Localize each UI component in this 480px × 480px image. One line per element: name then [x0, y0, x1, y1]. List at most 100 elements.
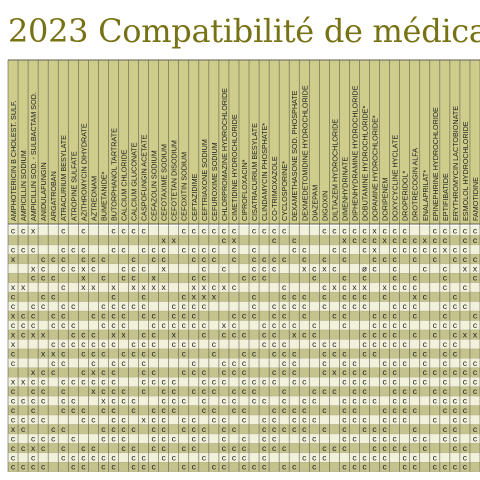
compatibility-mark: c — [292, 367, 297, 377]
compatibility-mark: c — [41, 292, 46, 302]
compatibility-mark: c — [372, 235, 377, 245]
compatibility-mark: c — [322, 292, 327, 302]
drug-column-label: AZITHROMYCIN DIHYDRATE — [79, 123, 88, 221]
compatibility-mark: c — [362, 452, 367, 462]
compatibility-mark: c — [252, 273, 257, 283]
compatibility-mark: c — [101, 462, 106, 472]
compatibility-mark: c — [41, 301, 46, 311]
compatibility-mark: c — [131, 339, 136, 349]
compatibility-mark: c — [473, 235, 478, 245]
drug-column-label: CLINDAMYCIN PHOSPHATE* — [260, 123, 269, 221]
compatibility-mark: c — [372, 329, 377, 339]
compatibility-mark: c — [232, 386, 237, 396]
compatibility-mark: x — [111, 282, 116, 292]
compatibility-mark: c — [393, 339, 398, 349]
compatibility-mark: c — [423, 433, 428, 443]
compatibility-mark: c — [41, 263, 46, 273]
compatibility-mark: x — [322, 263, 327, 273]
compatibility-mark: c — [162, 433, 167, 443]
compatibility-mark: c — [21, 424, 26, 434]
compatibility-mark: c — [433, 386, 438, 396]
compatibility-mark: c — [252, 244, 257, 254]
compatibility-mark: c — [372, 443, 377, 453]
compatibility-mark: c — [162, 452, 167, 462]
compatibility-mark: c — [302, 301, 307, 311]
drug-column-label: CALCIUM GLUCONATE — [130, 142, 139, 221]
row-band — [8, 377, 480, 387]
compatibility-mark: x — [463, 329, 468, 339]
compatibility-mark: c — [262, 254, 267, 264]
compatibility-mark: c — [382, 414, 387, 424]
compatibility-mark: c — [121, 301, 126, 311]
compatibility-mark: c — [272, 414, 277, 424]
compatibility-mark: c — [31, 405, 36, 415]
compatibility-mark: c — [101, 452, 106, 462]
compatibility-mark: c — [453, 396, 458, 406]
compatibility-mark: c — [272, 424, 277, 434]
compatibility-mark: c — [111, 244, 116, 254]
compatibility-mark: c — [393, 254, 398, 264]
row-band — [8, 263, 480, 274]
compatibility-mark: x — [31, 329, 36, 339]
compatibility-mark: c — [192, 311, 197, 321]
compatibility-mark: c — [61, 443, 66, 453]
compatibility-mark: c — [443, 273, 448, 283]
compatibility-mark: c — [151, 443, 156, 453]
compatibility-mark: c — [141, 292, 146, 302]
compatibility-mark: c — [352, 452, 357, 462]
drug-column-label: DORIPENEM — [381, 177, 390, 221]
drug-column-label: CYCLOSPORINE* — [280, 161, 289, 221]
compatibility-mark: c — [131, 348, 136, 358]
compatibility-mark: c — [212, 377, 217, 387]
compatibility-mark: c — [443, 282, 448, 292]
compatibility-mark: c — [272, 348, 277, 358]
compatibility-mark: c — [141, 311, 146, 321]
compatibility-mark: c — [312, 386, 317, 396]
compatibility-mark: c — [151, 424, 156, 434]
compatibility-mark: c — [222, 443, 227, 453]
compatibility-mark: c — [131, 225, 136, 235]
compatibility-mark: ø — [362, 263, 367, 273]
compatibility-mark: c — [382, 320, 387, 330]
compatibility-mark: c — [272, 254, 277, 264]
compatibility-mark: c — [11, 301, 16, 311]
compatibility-mark: c — [282, 367, 287, 377]
compatibility-mark: c — [141, 339, 146, 349]
compatibility-mark: c — [202, 273, 207, 283]
compatibility-mark: c — [292, 424, 297, 434]
compatibility-mark: c — [101, 424, 106, 434]
compatibility-mark: c — [202, 367, 207, 377]
compatibility-mark: c — [272, 320, 277, 330]
drug-column-label: FAMOTIDINE — [471, 177, 480, 221]
compatibility-mark: c — [443, 339, 448, 349]
compatibility-mark: c — [473, 358, 478, 368]
compatibility-mark: c — [232, 320, 237, 330]
compatibility-mark: c — [382, 377, 387, 387]
compatibility-mark: c — [242, 443, 247, 453]
compatibility-mark: c — [473, 386, 478, 396]
compatibility-mark: c — [162, 414, 167, 424]
compatibility-mark: c — [242, 348, 247, 358]
compatibility-mark: c — [121, 396, 126, 406]
compatibility-mark: c — [282, 225, 287, 235]
drug-column-label: DIAZEPAM — [310, 185, 319, 221]
compatibility-mark: c — [372, 452, 377, 462]
compatibility-mark: c — [202, 263, 207, 273]
compatibility-mark: c — [51, 339, 56, 349]
compatibility-mark: c — [202, 225, 207, 235]
compatibility-mark: c — [393, 301, 398, 311]
compatibility-mark: c — [322, 424, 327, 434]
compatibility-mark: c — [362, 292, 367, 302]
compatibility-mark: c — [61, 452, 66, 462]
drug-column-label: CALCIUM CHLORIDE — [119, 149, 128, 221]
compatibility-mark: c — [443, 424, 448, 434]
compatibility-mark: x — [302, 263, 307, 273]
compatibility-mark: c — [162, 244, 167, 254]
compatibility-mark: c — [312, 320, 317, 330]
compatibility-mark: c — [71, 405, 76, 415]
compatibility-mark: x — [172, 329, 177, 339]
compatibility-mark: c — [192, 244, 197, 254]
compatibility-mark: c — [332, 311, 337, 321]
compatibility-mark: x — [202, 282, 207, 292]
row-band — [8, 443, 480, 453]
